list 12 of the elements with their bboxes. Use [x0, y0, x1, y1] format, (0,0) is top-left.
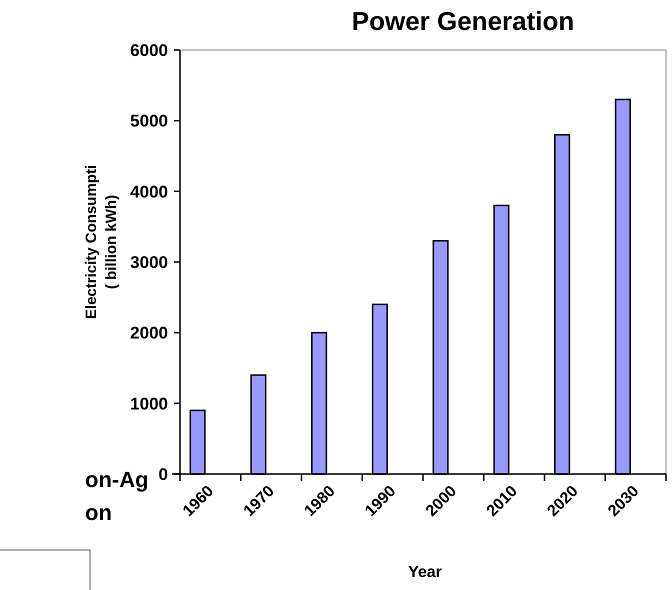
chart-title: Power Generation [352, 6, 574, 36]
x-axis-title: Year [408, 564, 442, 581]
text: on [85, 500, 112, 525]
y-tick-label: 2000 [130, 324, 168, 343]
y-tick-label: 3000 [130, 252, 168, 272]
y-tick-label: 5000 [130, 112, 168, 131]
y-tick-label: 0 [158, 464, 168, 484]
y-tick-label: 6000 [130, 40, 168, 60]
y-axis-title: Electricity Consumpti ( billion kWh) [83, 164, 120, 320]
y-tick-label: 4000 [130, 182, 168, 202]
text: on-Ag [85, 467, 149, 492]
y-tick-label: 1000 [130, 394, 168, 414]
